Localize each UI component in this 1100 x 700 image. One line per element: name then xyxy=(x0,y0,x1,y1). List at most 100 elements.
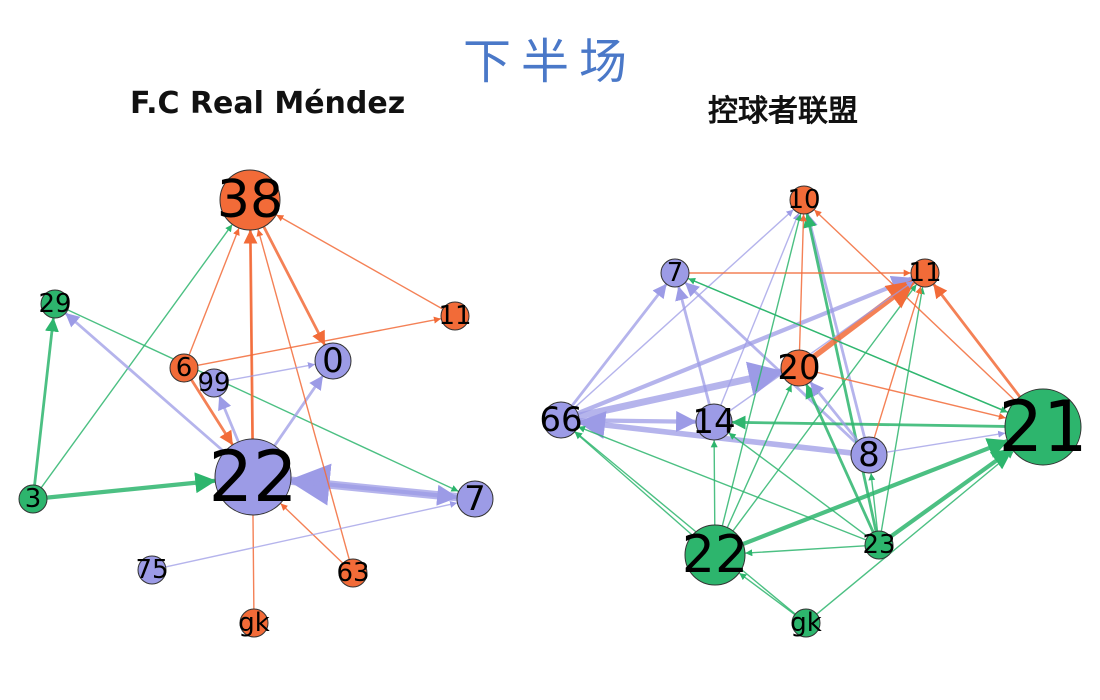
node-left-38: 38 xyxy=(217,169,283,231)
node-label: 11 xyxy=(908,258,941,288)
edge-right-20-to-21 xyxy=(815,371,1006,420)
node-circle xyxy=(440,301,470,331)
edge-left-3-to-38 xyxy=(40,224,233,489)
edge-left-22-to-29 xyxy=(64,312,226,454)
edge-right-23-to-20 xyxy=(805,383,875,534)
edge-left-75-to-7 xyxy=(164,501,458,568)
node-circle xyxy=(1004,388,1082,466)
edge-right-23-to-66 xyxy=(577,425,867,541)
edge-right-22-to-21 xyxy=(740,438,1009,547)
node-circle xyxy=(314,342,352,380)
edge-right-gk-to-22 xyxy=(739,572,796,616)
edge-right-14-to-10 xyxy=(720,213,800,407)
edge-right-23-to-8 xyxy=(868,473,879,532)
node-label: 10 xyxy=(787,185,820,215)
node-label: 7 xyxy=(667,258,684,288)
edge-right-22-to-10 xyxy=(721,213,803,527)
node-circle xyxy=(338,558,368,588)
node-left-99: 99 xyxy=(197,368,230,398)
node-label: 21 xyxy=(998,386,1087,468)
node-right-22: 22 xyxy=(682,524,748,586)
node-right-10: 10 xyxy=(787,185,820,215)
node-right-14: 14 xyxy=(692,402,735,442)
node-circle xyxy=(789,185,819,215)
node-right-21: 21 xyxy=(998,386,1087,468)
node-circle xyxy=(18,484,48,514)
edge-right-8-to-20 xyxy=(809,381,860,443)
edge-left-22-to-7 xyxy=(288,478,459,506)
node-label: 20 xyxy=(777,348,820,388)
node-label: 0 xyxy=(322,341,344,381)
node-label: 22 xyxy=(682,525,748,585)
node-label: 22 xyxy=(208,436,297,518)
edge-left-6-to-38 xyxy=(188,228,240,356)
node-circle xyxy=(456,480,494,518)
edge-right-21-to-14 xyxy=(731,415,1007,430)
node-label: 8 xyxy=(858,435,880,475)
node-circle xyxy=(542,401,580,439)
edge-right-66-to-20 xyxy=(575,361,784,420)
node-right-66: 66 xyxy=(539,400,582,440)
node-left-7: 7 xyxy=(456,479,494,519)
node-label: 29 xyxy=(38,289,71,319)
edge-left-63-to-22 xyxy=(280,503,344,565)
node-label: 75 xyxy=(135,555,168,585)
node-circle xyxy=(214,438,292,516)
node-right-8: 8 xyxy=(850,435,888,475)
edge-left-6-to-22 xyxy=(190,378,234,446)
edge-right-8-to-21 xyxy=(886,430,1006,453)
edge-left-gk-to-38 xyxy=(246,230,255,610)
node-circle xyxy=(137,555,167,585)
node-right-7: 7 xyxy=(660,258,690,288)
edge-left-99-to-0 xyxy=(227,362,316,382)
edge-left-38-to-0 xyxy=(262,225,326,346)
node-left-22: 22 xyxy=(208,436,297,518)
node-circle xyxy=(239,608,269,638)
node-circle xyxy=(850,436,888,474)
edge-right-gk-to-21 xyxy=(816,451,1014,615)
node-left-3: 3 xyxy=(18,484,48,514)
node-left-6: 6 xyxy=(169,353,199,383)
edge-right-14-to-11 xyxy=(728,280,914,413)
node-label: gk xyxy=(238,608,270,638)
node-circle xyxy=(169,353,199,383)
node-label: 38 xyxy=(217,170,283,230)
node-left-29: 29 xyxy=(38,289,71,319)
main-title: 下半场 xyxy=(462,34,637,90)
edge-right-8-to-7 xyxy=(684,281,858,445)
node-label: 6 xyxy=(176,353,193,383)
node-label: 99 xyxy=(197,368,230,398)
edge-right-gk-to-66 xyxy=(574,431,796,615)
network-title-left: F.C Real Méndez xyxy=(130,86,406,121)
node-circle xyxy=(780,349,818,387)
node-right-20: 20 xyxy=(777,348,820,388)
node-circle xyxy=(695,403,733,441)
edge-left-29-to-7 xyxy=(66,309,459,492)
edge-right-8-to-11 xyxy=(873,286,923,439)
edge-left-6-to-11 xyxy=(197,316,441,367)
edge-left-3-to-29 xyxy=(33,317,59,487)
node-label: gk xyxy=(790,608,822,638)
node-label: 23 xyxy=(862,530,895,560)
node-right-gk: gk xyxy=(790,608,822,638)
edge-left-11-to-38 xyxy=(276,214,444,310)
edge-right-14-to-7 xyxy=(675,286,711,406)
node-left-0: 0 xyxy=(314,341,352,381)
edge-right-22-to-14 xyxy=(710,440,718,526)
node-circle xyxy=(219,169,281,231)
node-circle xyxy=(40,289,70,319)
edge-right-23-to-14 xyxy=(728,432,869,538)
edge-right-66-to-7 xyxy=(570,283,668,408)
node-circle xyxy=(910,258,940,288)
node-left-63: 63 xyxy=(336,558,369,588)
node-left-11: 11 xyxy=(438,301,471,331)
node-label: 11 xyxy=(438,301,471,331)
edge-left-63-to-38 xyxy=(256,229,350,561)
edge-left-22-to-0 xyxy=(273,375,324,448)
edge-right-7-to-21 xyxy=(687,277,1008,413)
node-circle xyxy=(791,608,821,638)
node-left-gk: gk xyxy=(238,608,270,638)
node-circle xyxy=(864,530,894,560)
node-label: 3 xyxy=(25,484,42,514)
